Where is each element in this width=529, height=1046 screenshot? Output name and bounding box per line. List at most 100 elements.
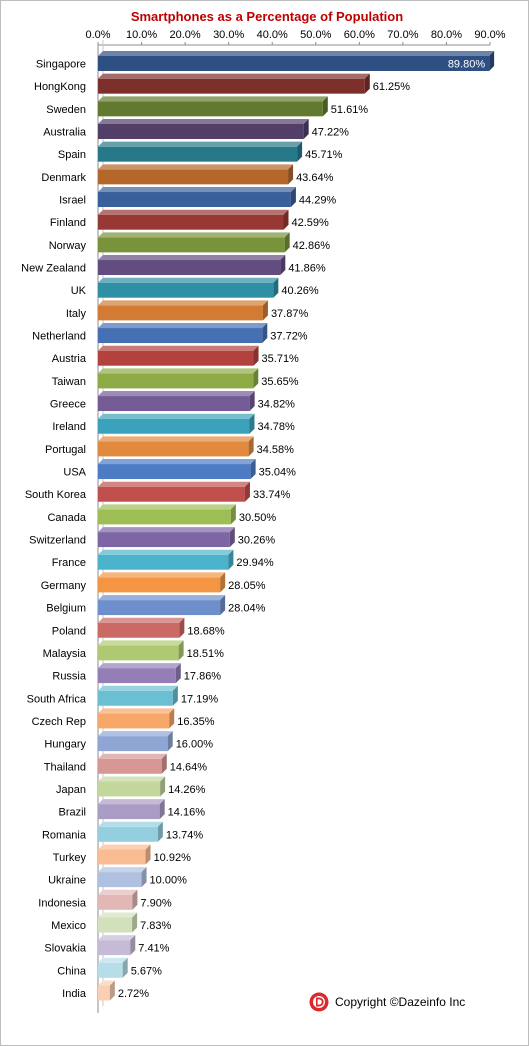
value-label: 89.80% [448,59,486,71]
value-label: 14.64% [170,761,208,773]
bar-front [98,305,263,321]
bar [98,368,259,389]
bar [98,935,136,956]
category-label: Russia [52,671,87,683]
category-label: Czech Rep [32,716,86,728]
bar-side [283,209,289,230]
category-label: Ireland [52,421,86,433]
value-label: 34.82% [258,399,296,411]
bar-front [98,418,250,434]
category-label: Singapore [36,59,86,71]
bar-side [280,255,286,276]
bar-front [98,56,490,71]
bar-top [98,640,184,646]
value-label: 35.71% [262,353,300,365]
category-label: Canada [47,512,86,524]
bar [98,73,370,94]
bar [98,776,166,797]
x-tick-label: 90.0% [474,29,505,41]
bar-side [130,935,136,956]
bar [98,957,128,978]
value-label: 30.50% [239,512,277,524]
value-label: 43.64% [296,172,334,184]
value-label: 34.58% [257,444,295,456]
category-label: Netherland [32,331,86,343]
bar-top [98,232,290,238]
bar-side [322,96,328,117]
bar [98,980,115,1001]
value-label: 28.05% [228,580,266,592]
bar-top [98,391,255,397]
category-label: South Korea [25,489,87,501]
bar-side [244,481,250,502]
bar-side [290,187,296,208]
category-label: Belgium [46,603,86,615]
bar-front [98,78,365,94]
value-label: 7.90% [140,897,171,909]
value-label: 37.87% [271,308,309,320]
bar [98,821,163,842]
value-label: 41.86% [288,263,326,275]
bar-side [249,391,255,412]
x-tick-label: 10.0% [126,29,157,41]
bar [98,753,167,774]
bar-top [98,844,151,850]
bar-front [98,645,179,661]
value-label: 2.72% [118,988,149,1000]
bar-side [175,663,181,684]
bar [98,413,255,434]
value-label: 14.26% [168,784,206,796]
bar [98,141,303,162]
bar-side [229,527,235,548]
category-label: Sweden [46,104,86,116]
value-label: 35.04% [259,467,297,479]
category-label: Denmark [41,172,86,184]
bar [98,867,147,888]
value-label: 42.86% [293,240,331,252]
bar-top [98,980,115,986]
category-label: Austria [52,353,87,365]
bar-front [98,328,263,344]
bar-top [98,776,166,782]
value-label: 7.83% [140,920,171,932]
bar-top [98,209,289,215]
value-label: 29.94% [236,557,274,569]
bar-top [98,345,259,351]
bar [98,323,268,344]
value-label: 33.74% [253,489,291,501]
bar-side [157,821,163,842]
value-label: 10.00% [150,875,188,887]
category-label: Indonesia [38,897,87,909]
value-label: 28.04% [228,603,266,615]
bar-side [248,436,254,457]
category-label: Spain [58,149,86,161]
x-tick-label: 20.0% [170,29,201,41]
bar [98,527,235,548]
bar-top [98,685,178,691]
bar-side [145,844,151,865]
bar [98,119,309,140]
dazeinfo-logo-icon [309,992,329,1012]
bar-top [98,663,181,669]
bar-side [249,413,255,434]
x-tick-label: 70.0% [387,29,418,41]
bar-side [262,323,268,344]
category-label: Ukraine [48,875,86,887]
bar-side [250,459,256,480]
bar-side [220,595,226,616]
value-label: 35.65% [261,376,299,388]
bar-front [98,668,176,684]
bar-top [98,51,495,56]
value-label: 51.61% [331,104,369,116]
bar [98,96,328,117]
bar-top [98,164,294,170]
bar [98,663,181,684]
bar-side [284,232,290,253]
bar-front [98,872,142,888]
bar-top [98,96,328,102]
category-label: Poland [52,625,86,637]
bar-front [98,169,289,185]
bar [98,51,495,71]
bar-front [98,192,291,208]
bar-front [98,486,245,502]
